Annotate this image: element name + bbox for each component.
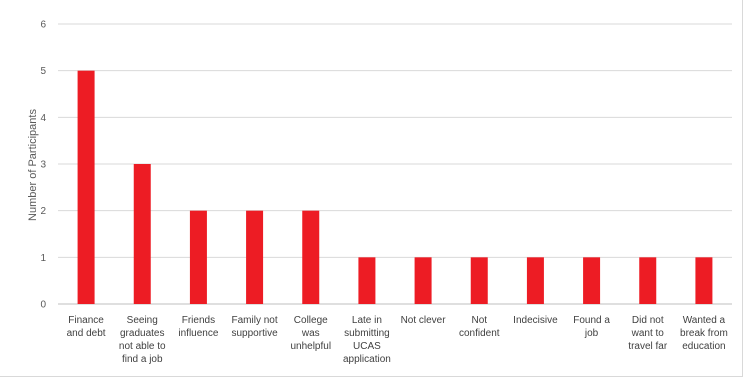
y-tick-label: 2 [40,206,46,217]
bar [470,257,488,304]
y-tick-label: 1 [40,253,46,264]
y-tick-label: 5 [40,66,46,77]
bar [133,164,151,304]
y-axis-label: Number of Participants [27,109,39,221]
bar [639,257,657,304]
bar [302,210,320,304]
gridlines [58,23,732,305]
x-category-labels: Finance and debt Seeing graduates not able t… [67,315,728,365]
bar [358,257,376,304]
x-category-label: Not confident [459,315,500,339]
bar [414,257,432,304]
bar [246,210,264,304]
x-category-label: Wanted a break from education [680,315,728,352]
y-tick-label: 3 [40,160,46,171]
bar [695,257,713,304]
x-category-label: Indecisive [513,315,558,326]
x-category-label: College was unhelpful [290,315,331,352]
x-category-label: Family not supportive [232,315,279,339]
x-category-label: Friends influence [178,315,218,339]
y-tick-label: 6 [40,20,46,31]
bars [77,70,713,305]
bar [526,257,544,304]
x-category-label: Late in submitting UCAS application [343,315,391,365]
y-tick-label: 0 [40,300,46,311]
bar [583,257,601,304]
y-tick-labels: 0 1 2 3 4 5 6 [40,20,46,311]
x-category-label: Did not want to travel far [628,315,668,352]
x-category-label: Not clever [401,315,447,326]
y-tick-label: 4 [40,113,46,124]
bar [189,210,207,304]
x-category-label: Seeing graduates not able to find a job [119,315,166,365]
x-category-label: Finance and debt [67,315,106,339]
bar [77,70,95,305]
x-category-label: Found a job [573,315,610,339]
